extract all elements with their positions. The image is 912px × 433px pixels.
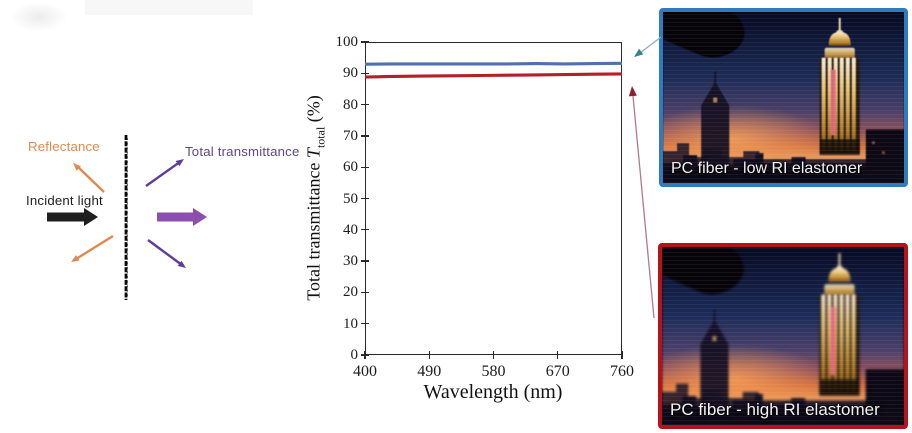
- tick-label: 80: [343, 96, 358, 113]
- tick-mark: [428, 351, 430, 359]
- tick-mark: [361, 197, 369, 200]
- incident-light-arrow-icon: [47, 208, 98, 226]
- tick-mark: [364, 351, 366, 359]
- tick-label: 60: [343, 159, 358, 176]
- tick-label: 40: [343, 221, 358, 238]
- photo-low-ri-label: PC fiber - low RI elastomer: [671, 160, 863, 177]
- chart-series: [365, 61, 622, 79]
- y-axis-title-symbol: T: [303, 148, 324, 159]
- y-axis-title-post: (%): [303, 95, 324, 127]
- transmittance-arrow-up-icon: [145, 159, 184, 187]
- tick-mark: [361, 229, 369, 231]
- tick-label: 30: [343, 253, 358, 270]
- tick-label: 670: [545, 363, 570, 380]
- tick-label: 580: [481, 363, 506, 380]
- plot-frame: [365, 42, 622, 355]
- tick-label: 90: [343, 65, 358, 82]
- total-transmittance-label: Total transmittance: [185, 144, 299, 159]
- x-axis-title: Wavelength (nm): [423, 381, 563, 403]
- tick-label: 10: [343, 315, 358, 332]
- tick-label: 100: [335, 34, 359, 50]
- photo-low-ri-elastomer: PC fiber - low RI elastomer: [659, 8, 908, 187]
- tick-mark: [557, 351, 559, 359]
- reflectance-arrow-down-icon: [71, 234, 114, 262]
- tick-label: 760: [610, 363, 634, 380]
- tick-mark: [361, 166, 369, 168]
- tick-label: 490: [417, 363, 442, 380]
- tick-label: 50: [343, 190, 358, 207]
- tick-mark: [361, 72, 369, 74]
- tick-mark: [492, 351, 495, 359]
- tick-mark: [361, 41, 369, 43]
- incident-light-label: Incident light: [26, 193, 103, 208]
- watermark-smudge: [10, 2, 68, 32]
- watermark-smudge: [85, 0, 253, 15]
- series-line: [365, 61, 622, 66]
- y-axis-title-pre: Total transmittance: [303, 158, 324, 301]
- light-scattering-diagram: Reflectance Incident light Total transmi…: [26, 135, 299, 300]
- tick-mark: [361, 103, 369, 106]
- tick-mark: [361, 135, 369, 137]
- tick-mark: [621, 351, 623, 359]
- tick-label: 70: [343, 127, 358, 144]
- tick-label: 20: [343, 284, 358, 301]
- tick-mark: [361, 323, 369, 325]
- city-dusk-photo: [663, 12, 904, 183]
- tick-mark: [361, 291, 369, 294]
- transmitted-light-arrow-icon: [157, 208, 207, 226]
- reflectance-arrow-up-icon: [73, 163, 105, 193]
- city-dusk-photo-blurred: [662, 247, 904, 425]
- transmittance-arrow-down-icon: [147, 239, 186, 268]
- series-line: [365, 72, 622, 79]
- tick-label: 0: [350, 347, 359, 363]
- tick-label: 400: [353, 363, 377, 380]
- reflectance-label: Reflectance: [28, 139, 100, 154]
- photo-high-ri-label: PC fiber - high RI elastomer: [670, 400, 880, 419]
- photo-high-ri-elastomer: PC fiber - high RI elastomer: [658, 243, 908, 429]
- tick-mark: [361, 260, 369, 262]
